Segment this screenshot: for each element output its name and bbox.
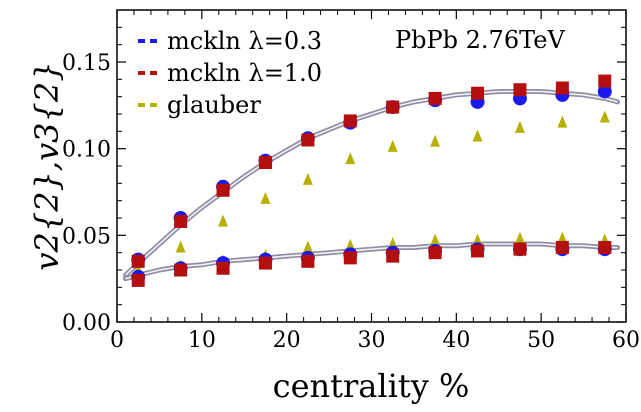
legend-label: mckln λ=0.3 xyxy=(167,27,322,55)
data-point-square-v3 xyxy=(174,263,188,277)
data-point-square-v3 xyxy=(555,240,569,254)
data-point-triangle-v3 xyxy=(472,233,483,246)
data-point-triangle-v2 xyxy=(514,120,525,133)
data-point-square-v3 xyxy=(513,242,527,256)
plot-background xyxy=(117,10,626,322)
data-point-square-v3 xyxy=(343,251,357,265)
data-point-square-v2 xyxy=(598,74,612,88)
data-point-triangle-v2 xyxy=(302,172,313,185)
data-point-square-v2 xyxy=(258,156,272,170)
data-point-triangle-v2 xyxy=(599,110,610,123)
data-point-square-v2 xyxy=(555,81,569,95)
fit-curve-center-v2 xyxy=(124,90,618,276)
data-point-square-v2 xyxy=(343,114,357,128)
data-point-triangle-v3 xyxy=(302,240,313,253)
data-point-square-v3 xyxy=(598,240,612,254)
legend: mckln λ=0.3 mckln λ=1.0 glauber xyxy=(138,27,322,119)
data-point-triangle-v2 xyxy=(260,191,271,204)
x-tick-label: 0 xyxy=(110,328,124,353)
data-point-triangle-v2 xyxy=(387,139,398,152)
data-point-square-v2 xyxy=(131,254,145,268)
x-tick-label: 50 xyxy=(527,328,555,353)
data-point-triangle-v3 xyxy=(387,237,398,249)
data-point-square-v2 xyxy=(174,214,188,228)
data-point-square-v2 xyxy=(471,86,485,100)
y-tick-label: 0.15 xyxy=(62,51,111,76)
data-point-square-v2 xyxy=(428,91,442,105)
tick-layer: 0 10 20 30 40 50 60 0.00 0.05 0.10 0.15 xyxy=(62,10,640,353)
x-tick-label: 20 xyxy=(273,328,301,353)
legend-label: glauber xyxy=(167,91,261,119)
data-point-square-v3 xyxy=(301,254,315,268)
data-point-square-v3 xyxy=(386,249,400,263)
data-point-triangle-v3 xyxy=(430,233,441,246)
annotation-label: PbPb 2.76TeV xyxy=(395,26,565,54)
data-point-square-v3 xyxy=(471,244,485,258)
data-point-square-v2 xyxy=(216,183,230,197)
x-tick-label: 30 xyxy=(358,328,386,353)
data-point-square-v3 xyxy=(216,261,230,275)
y-axis-title: v2{2},v3{2} xyxy=(28,61,66,270)
x-tick-label: 40 xyxy=(442,328,470,353)
data-point-triangle-v2 xyxy=(345,152,356,165)
data-point-triangle-v3 xyxy=(345,238,356,251)
data-point-triangle-v2 xyxy=(472,129,483,142)
marker-layer xyxy=(131,74,612,287)
data-point-triangle-v3 xyxy=(557,231,568,244)
data-point-square-v3 xyxy=(258,256,272,270)
y-tick-label: 0.00 xyxy=(62,311,111,336)
x-tick-label: 60 xyxy=(612,328,640,353)
data-point-square-v2 xyxy=(301,133,315,147)
fit-curve-center-v3 xyxy=(125,243,618,280)
data-point-square-v2 xyxy=(513,83,527,97)
data-point-triangle-v2 xyxy=(175,240,186,253)
x-axis-title: centrality % xyxy=(273,367,470,405)
curve-layer xyxy=(123,89,620,282)
legend-label: mckln λ=1.0 xyxy=(167,59,322,87)
y-tick-label: 0.05 xyxy=(62,224,111,249)
data-point-circle-v2 xyxy=(597,84,612,99)
data-point-square-v2 xyxy=(386,100,400,114)
data-point-triangle-v2 xyxy=(430,134,441,147)
x-tick-label: 10 xyxy=(188,328,216,353)
y-tick-label: 0.10 xyxy=(62,138,111,163)
data-point-triangle-v2 xyxy=(218,214,229,227)
data-point-square-v3 xyxy=(428,246,442,260)
data-point-triangle-v2 xyxy=(557,115,568,128)
data-point-square-v3 xyxy=(131,273,145,287)
data-point-triangle-v3 xyxy=(514,231,525,244)
